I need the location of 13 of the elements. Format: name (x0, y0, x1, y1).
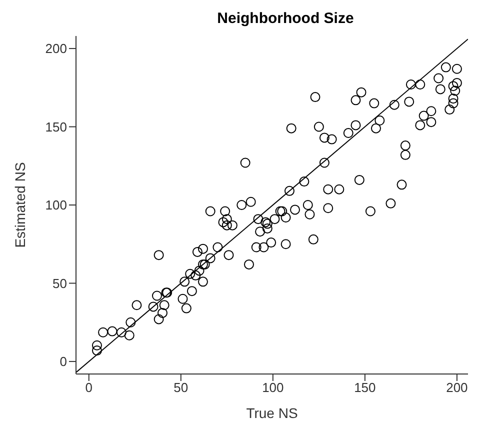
x-tick-label: 0 (85, 380, 92, 396)
y-tick-label: 200 (45, 41, 67, 56)
y-tick-label: 50 (52, 276, 67, 291)
y-tick-label: 150 (45, 119, 67, 134)
x-tick-label: 200 (446, 380, 468, 396)
x-tick-label: 100 (262, 380, 284, 396)
y-tick-label: 0 (60, 354, 67, 370)
y-tick-label: 100 (45, 198, 67, 213)
chart-title: Neighborhood Size (216, 10, 355, 27)
x-axis-title: True NS (246, 405, 298, 421)
x-tick-label: 50 (174, 380, 188, 396)
y-axis-title: Estimated NS (12, 162, 28, 248)
x-tick-label: 150 (354, 380, 376, 396)
